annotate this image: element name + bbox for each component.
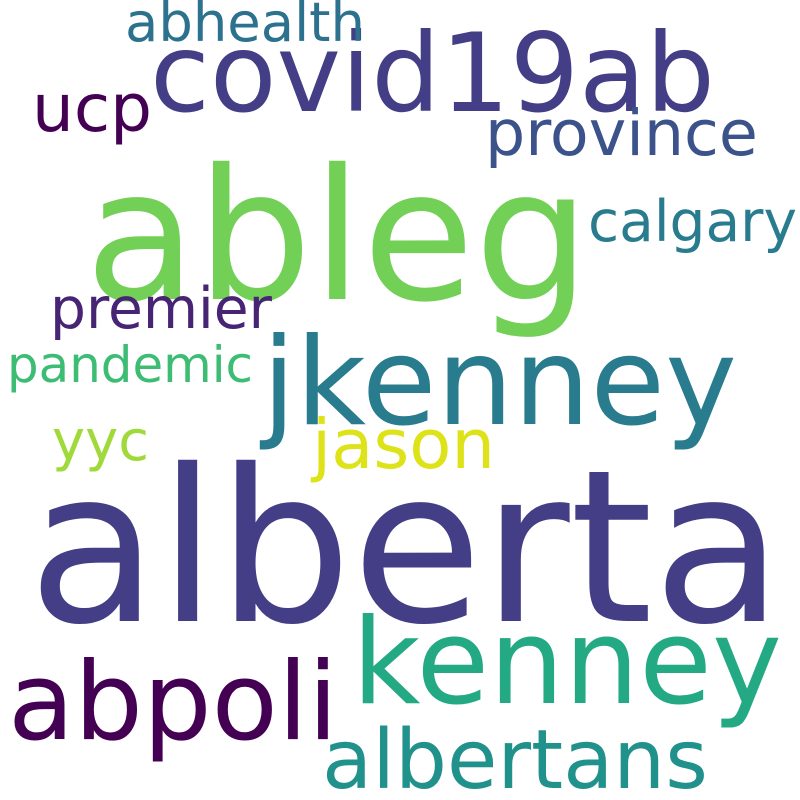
word-alberta: alberta <box>28 425 783 673</box>
word-pandemic: pandemic <box>7 336 253 395</box>
word-covid19ab: covid19ab <box>150 9 715 137</box>
word-abpoli: abpoli <box>8 638 338 765</box>
word-jkenney: jkenney <box>262 311 737 454</box>
word-kenney: kenney <box>352 592 782 731</box>
word-province: province <box>485 96 758 171</box>
word-premier: premier <box>50 275 272 342</box>
word-abhealth: abhealth <box>125 0 365 54</box>
word-ableg: ableg <box>85 130 590 343</box>
word-yyc: yyc <box>52 409 149 475</box>
word-calgary: calgary <box>588 188 797 255</box>
word-ucp: ucp <box>32 70 153 147</box>
word-albertans: albertans <box>322 712 708 800</box>
word-jason: jason <box>312 405 495 486</box>
